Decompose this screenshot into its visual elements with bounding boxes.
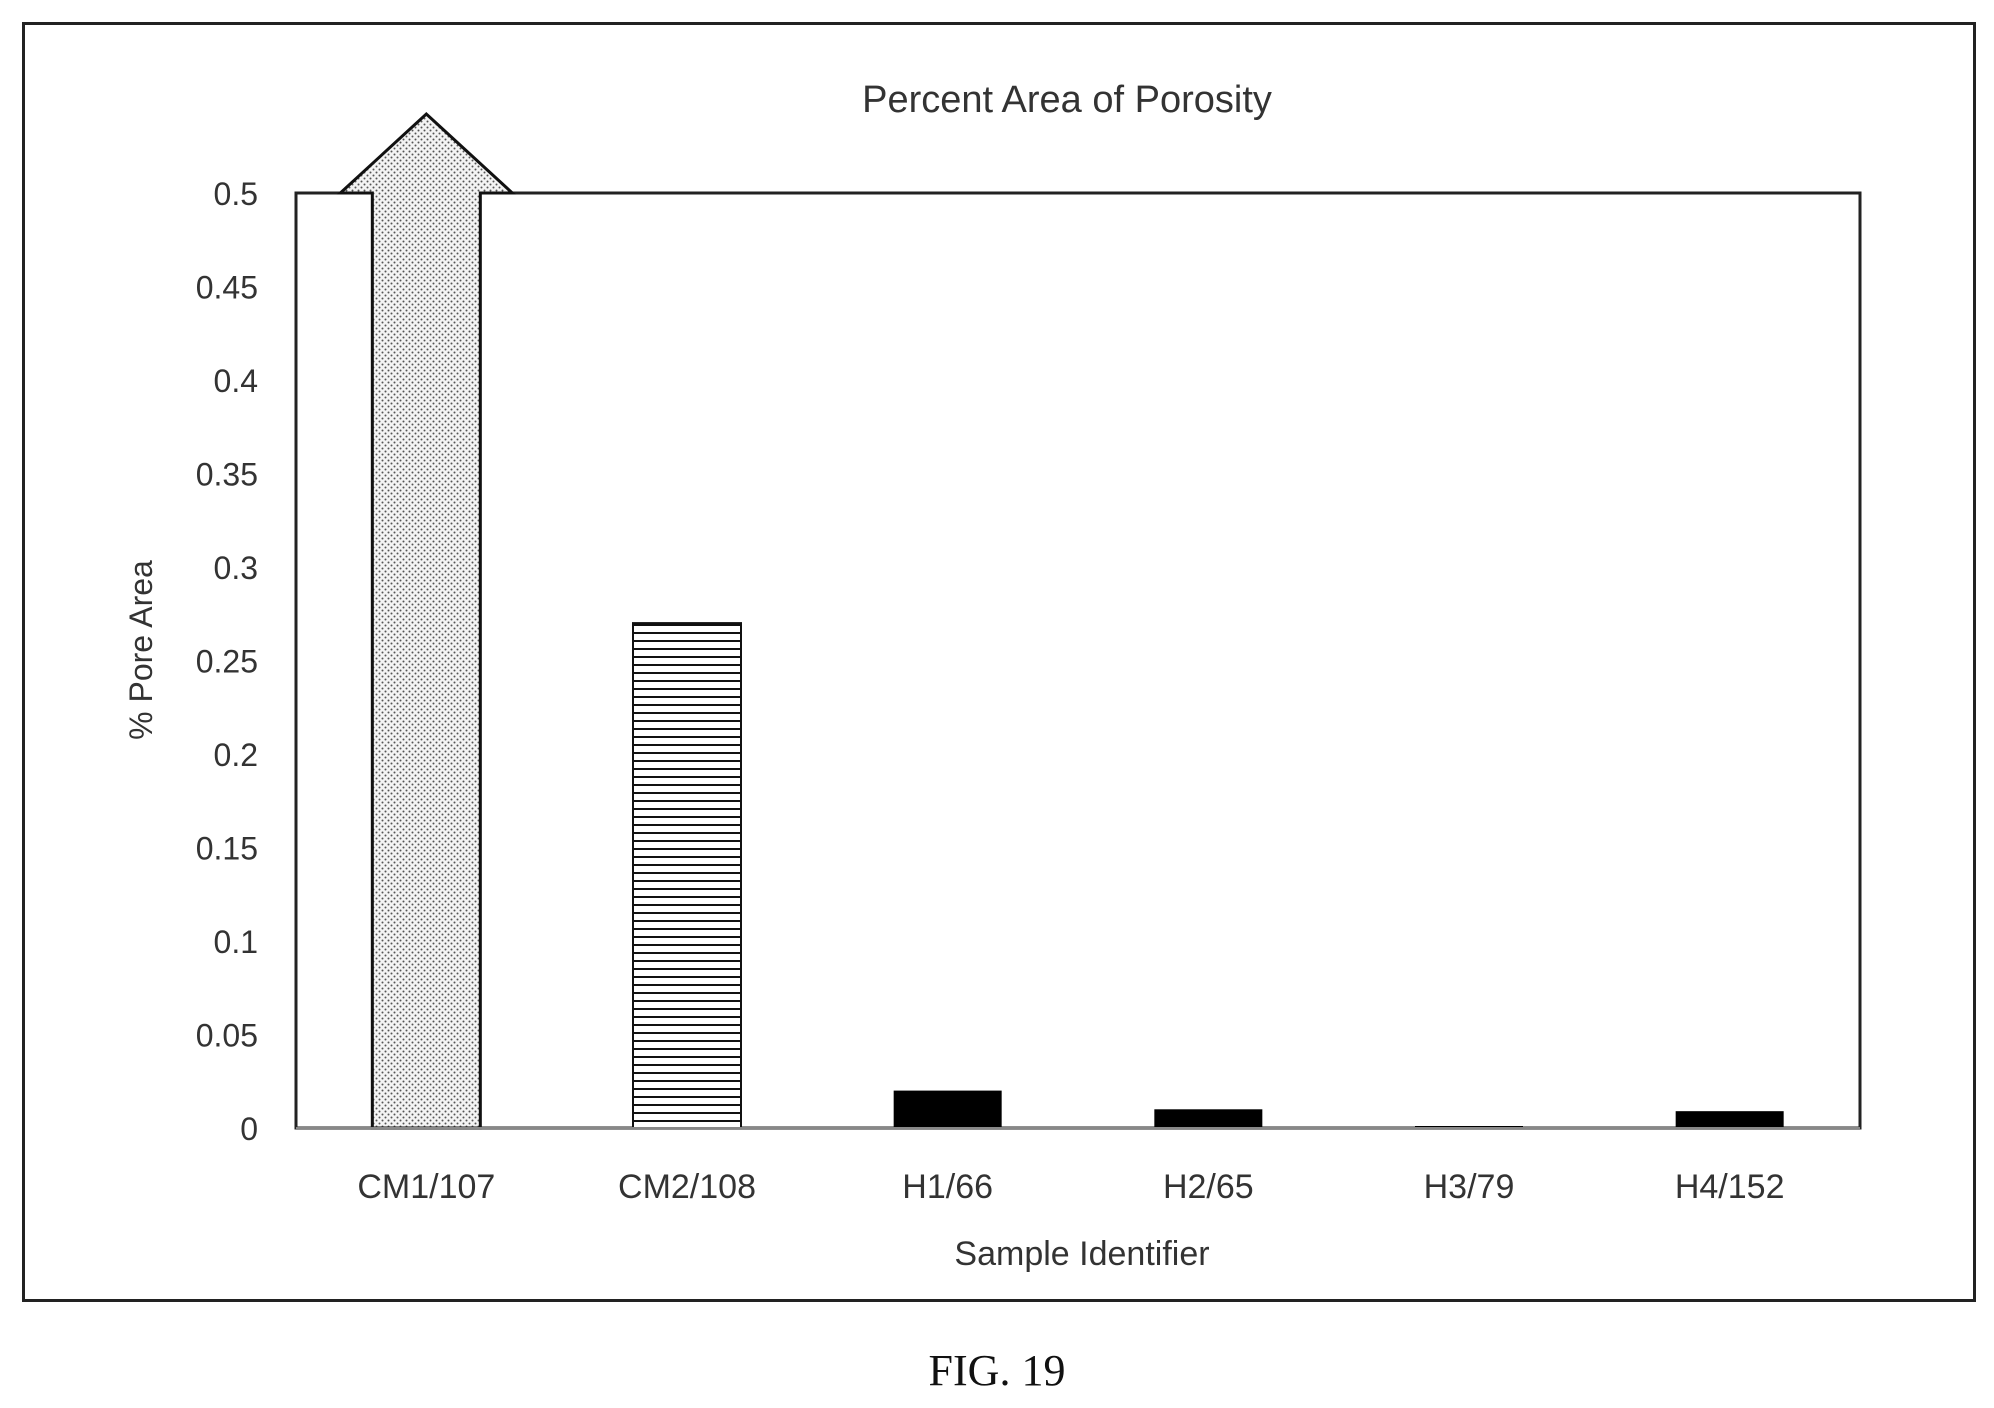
y-tick-label: 0.45 [196, 270, 258, 306]
y-tick-labels: 0.5 0.45 0.4 0.35 0.3 0.25 0.2 0.15 0.1 0.05 0 [196, 176, 258, 1147]
bar [893, 1090, 1002, 1128]
y-tick-label: 0.3 [214, 550, 258, 586]
bar-arrow [336, 111, 517, 1130]
y-axis-label: % Pore Area [123, 560, 159, 740]
y-tick-label: 0.35 [196, 457, 258, 493]
y-tick-label: 0.25 [196, 644, 258, 680]
bars [336, 111, 1784, 1130]
y-tick-label: 0.05 [196, 1018, 258, 1054]
x-tick-labels: CM1/107 CM2/108 H1/66 H2/65 H3/79 H4/152 [357, 1168, 1784, 1206]
y-tick-label: 0.2 [214, 737, 258, 773]
x-tick-label: H2/65 [1163, 1168, 1254, 1206]
figure-caption: FIG. 19 [928, 1346, 1066, 1395]
plot-area [294, 191, 1862, 1130]
chart-frame [22, 22, 1976, 1302]
x-axis-label: Sample Identifier [954, 1235, 1209, 1273]
chart-title: Percent Area of Porosity [862, 79, 1272, 121]
x-tick-label: H1/66 [902, 1168, 993, 1206]
x-tick-label: H3/79 [1424, 1168, 1515, 1206]
x-tick-label: CM1/107 [357, 1168, 495, 1206]
bar [632, 622, 742, 1129]
y-tick-label: 0 [240, 1111, 258, 1147]
bar-chart: Percent Area of Porosity % Pore Area Sam… [123, 79, 1862, 1273]
y-tick-label: 0.1 [214, 924, 258, 960]
x-tick-label: H4/152 [1675, 1168, 1785, 1206]
y-tick-label: 0.4 [214, 363, 258, 399]
y-tick-label: 0.5 [214, 176, 258, 212]
bar [1154, 1109, 1263, 1128]
y-tick-label: 0.15 [196, 831, 258, 867]
bar [1675, 1111, 1784, 1128]
x-tick-label: CM2/108 [618, 1168, 756, 1206]
